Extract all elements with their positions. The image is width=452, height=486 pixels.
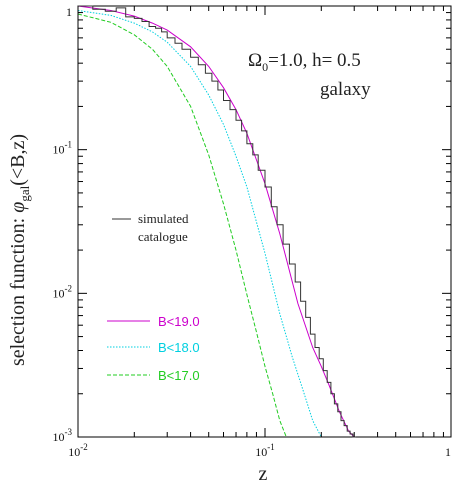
y-tick-label-exp: -3 xyxy=(65,427,73,437)
x-tick-label-base: 1 xyxy=(445,445,451,459)
y-tick-label: 1 xyxy=(66,5,72,19)
legend-label-0: B<19.0 xyxy=(158,314,200,329)
cosmology-params: =1.0, h= 0.5 xyxy=(268,50,361,71)
y-axis-label-main: selection function: xyxy=(7,213,29,366)
x-axis-label: z xyxy=(259,463,268,485)
x-tick-label: 1 xyxy=(445,445,451,459)
series-line-1 xyxy=(77,10,322,438)
x-tick-label-exp: -2 xyxy=(80,442,88,452)
y-tick-label: 10-1 xyxy=(53,140,73,157)
x-tick-label-base: 10 xyxy=(255,445,267,459)
legend-label-1: B<18.0 xyxy=(158,340,200,355)
x-tick-label: 10-2 xyxy=(68,442,88,459)
x-tick-label: 10-1 xyxy=(255,442,275,459)
legend-label-2: B<17.0 xyxy=(158,368,200,383)
x-tick-label-exp: -1 xyxy=(267,442,275,452)
y-axis-label: selection function: φgal(<B,z) xyxy=(7,134,32,366)
histogram-legend-label-1: simulated xyxy=(138,211,189,226)
histogram-legend-label-2: catalogue xyxy=(138,229,188,244)
y-tick-label: 10-2 xyxy=(53,283,73,300)
object-annotation: galaxy xyxy=(320,79,371,100)
y-axis-label-tail: (<B,z) xyxy=(7,134,29,186)
y-axis-label-phi: φ xyxy=(7,202,29,213)
y-tick-label-base: 1 xyxy=(66,5,72,19)
series-layer xyxy=(77,5,356,438)
y-tick-label-base: 10 xyxy=(53,286,65,300)
legend: B<19.0 B<18.0 B<17.0 xyxy=(107,314,200,383)
cosmology-annotation: Ω0=1.0, h= 0.5 xyxy=(248,50,361,74)
omega-symbol: Ω xyxy=(248,50,262,71)
histogram-steps xyxy=(78,5,356,438)
y-tick-label-base: 10 xyxy=(53,430,65,444)
x-tick-label-base: 10 xyxy=(68,445,80,459)
series-line-2 xyxy=(77,13,287,438)
y-tick-label: 10-3 xyxy=(53,427,73,444)
y-tick-label-base: 10 xyxy=(53,143,65,157)
y-tick-label-exp: -1 xyxy=(65,140,73,150)
y-axis-label-sub: gal xyxy=(17,185,32,201)
omega-subscript: 0 xyxy=(262,60,268,74)
y-tick-label-exp: -2 xyxy=(65,283,73,293)
